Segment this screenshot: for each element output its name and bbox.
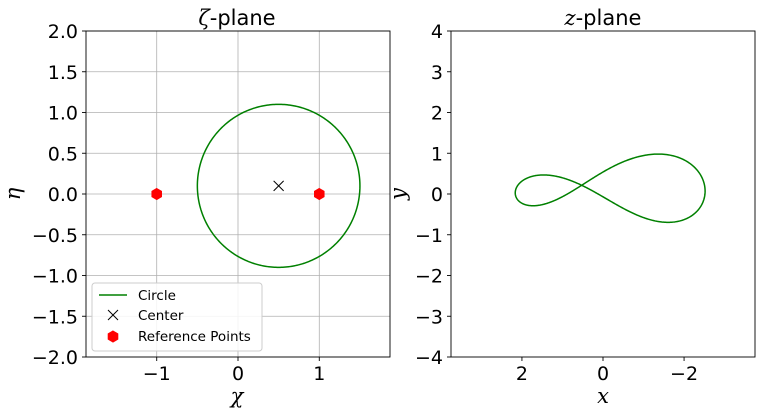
reference-point-marker	[314, 187, 325, 201]
legend-label-circle: Circle	[138, 288, 176, 304]
z-plane-panel: z-plane 2 0 −2 4 3 2 1 0 −1 −2 −3 −4 x y	[386, 6, 756, 408]
z-y-tick-label: −1	[415, 225, 443, 247]
circle-series-line	[196, 103, 361, 269]
mapped-curve-line	[514, 153, 706, 224]
z-x-tick-label: 0	[597, 363, 609, 385]
z-x-tick-label: −2	[670, 363, 698, 385]
zeta-plane-panel: ζ-plane −1 0 12.01.51.00.50.0−0.5−1.0−1.5−…	[1, 6, 391, 408]
z-plane-ticks: 2 0 −2 4 3 2 1 0 −1 −2 −3 −4	[415, 21, 698, 385]
zeta-y-tick-label: 2.0	[48, 21, 78, 43]
reference-point-marker	[151, 187, 162, 201]
z-y-tick-label: −3	[415, 306, 443, 328]
legend: Circle Center Reference Points	[91, 282, 263, 352]
z-plane-xlabel: x	[597, 384, 609, 408]
zeta-y-tick-label: −1.5	[32, 306, 78, 328]
z-y-tick-label: −4	[415, 347, 443, 369]
zeta-plane-title-suffix: -plane	[210, 6, 276, 30]
zeta-y-tick-label: 1.0	[48, 103, 78, 125]
z-x-tick-label: 2	[516, 363, 528, 385]
z-y-tick-label: 4	[431, 21, 443, 43]
z-plane-plot-area	[514, 153, 706, 224]
z-plane-title-symbol: z	[564, 6, 577, 30]
legend-label-reference-points: Reference Points	[138, 329, 251, 345]
zeta-x-tick-label: −1	[143, 363, 171, 385]
zeta-y-tick-label: 0.0	[48, 184, 78, 206]
legend-label-center: Center	[138, 308, 184, 324]
zeta-y-tick-label: −1.0	[32, 266, 78, 288]
z-y-tick-label: −2	[415, 266, 443, 288]
zeta-y-tick-label: 0.5	[48, 143, 78, 165]
zeta-y-tick-label: −2.0	[32, 347, 78, 369]
zeta-plane-title: ζ-plane	[198, 6, 275, 30]
z-y-tick-label: 2	[431, 103, 443, 125]
zeta-plane-plot-area	[151, 103, 361, 269]
zeta-plane-ylabel: η	[1, 187, 25, 200]
zeta-x-tick-label: 0	[232, 363, 244, 385]
zeta-plane-title-symbol: ζ	[198, 6, 211, 30]
zeta-plane-ticks: −1 0 1 2.0 1.5 1.0 0.5 0.0 −0.5 −1.0 −1.5 −2.0	[32, 21, 325, 385]
legend-box	[91, 282, 263, 352]
zeta-x-tick-label: 1	[313, 363, 325, 385]
z-plane-ylabel: y	[386, 187, 410, 201]
z-plane-title-suffix: -plane	[576, 6, 642, 30]
z-plane-frame	[450, 30, 756, 358]
z-y-tick-label: 1	[431, 143, 443, 165]
legend-reference-swatch	[107, 330, 119, 343]
zeta-plane-xlabel: χ	[229, 384, 245, 408]
zeta-y-tick-label: −0.5	[32, 225, 78, 247]
z-y-tick-label: 3	[431, 62, 443, 84]
legend-center-swatch	[107, 309, 119, 321]
z-plane-title: z-plane	[564, 6, 642, 30]
z-y-tick-label: 0	[431, 184, 443, 206]
zeta-y-tick-label: 1.5	[48, 62, 78, 84]
center-point-marker	[273, 180, 284, 192]
